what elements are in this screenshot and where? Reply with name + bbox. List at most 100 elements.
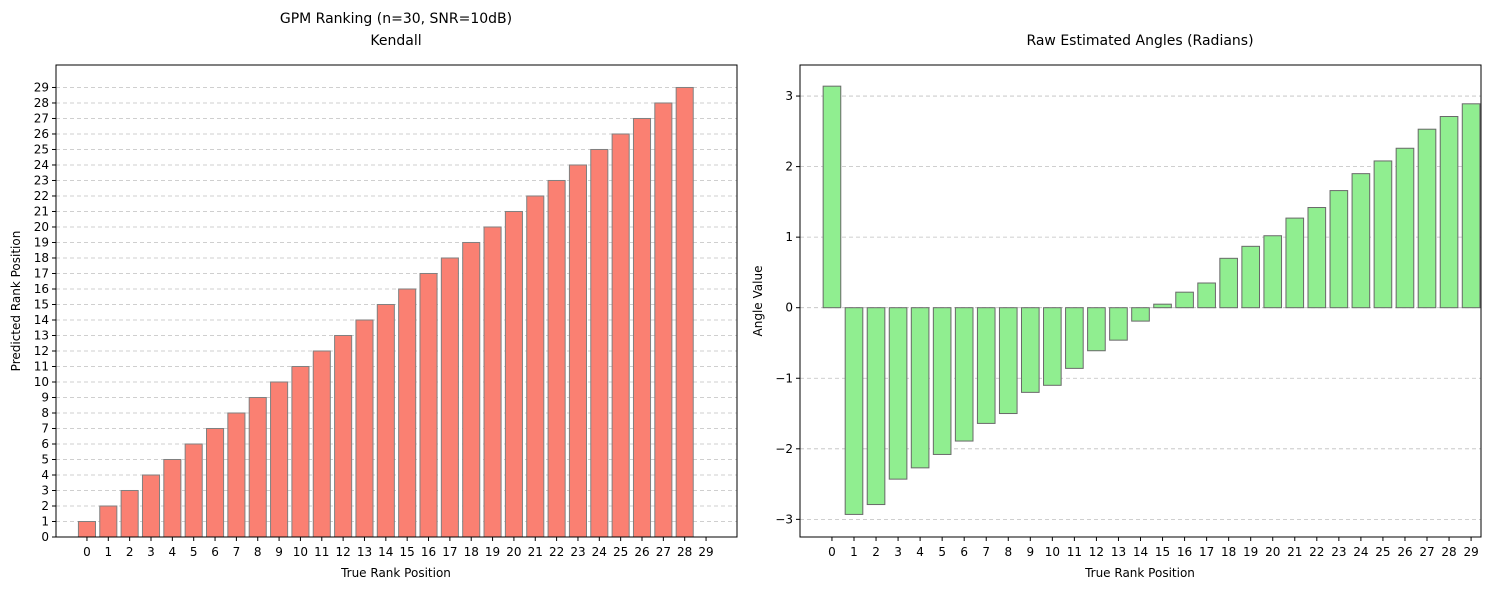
x-tick-label: 26	[634, 545, 649, 559]
x-tick-label: 2	[126, 545, 134, 559]
y-tick-label: 11	[34, 359, 49, 373]
bar	[866, 307, 886, 506]
bar	[976, 307, 996, 424]
bar	[954, 307, 974, 442]
bar	[1020, 307, 1040, 393]
bar	[270, 381, 289, 538]
x-tick-label: 6	[960, 545, 968, 559]
x-ticks: 0 1 2 3 4 5 6 7 8 9 10 11 12 13 14 15 16 17 18 19 20 21 22 23 24…	[828, 537, 1479, 559]
y-tick-label: 23	[34, 173, 49, 187]
x-tick-label: 0	[828, 545, 836, 559]
y-axis-label: Angle Value	[751, 266, 765, 337]
x-tick-label: 17	[1199, 545, 1214, 559]
y-tick-label: 5	[41, 452, 49, 466]
x-tick-label: 23	[570, 545, 585, 559]
y-tick-label: 24	[34, 158, 49, 172]
x-tick-label: 8	[1004, 545, 1012, 559]
y-tick-label: 28	[34, 96, 49, 110]
x-tick-label: 18	[464, 545, 479, 559]
y-tick-label: 29	[34, 80, 49, 94]
bar	[654, 102, 673, 538]
y-tick-label: 25	[34, 142, 49, 156]
bar	[398, 288, 417, 538]
y-tick-label: 20	[34, 220, 49, 234]
bar	[1043, 307, 1062, 386]
y-tick-label: 15	[34, 297, 49, 311]
x-tick-label: 28	[677, 545, 692, 559]
bar	[206, 427, 225, 538]
bar	[440, 257, 459, 538]
bar	[462, 241, 481, 538]
y-axis-label: Predicted Rank Position	[9, 231, 23, 372]
x-tick-label: 22	[1309, 545, 1324, 559]
bar	[120, 489, 139, 538]
bar	[504, 210, 523, 538]
y-tick-label: 8	[41, 406, 49, 420]
bar	[1417, 128, 1437, 309]
x-tick-label: 20	[506, 545, 521, 559]
x-tick-label: 19	[1243, 545, 1258, 559]
x-tick-label: 21	[1287, 545, 1302, 559]
y-tick-label: 17	[34, 266, 49, 280]
y-tick-label: −2	[775, 442, 793, 456]
x-tick-label: 25	[1375, 545, 1390, 559]
chart-subtitle: Kendall	[370, 33, 421, 49]
x-tick-label: 18	[1221, 545, 1236, 559]
bar	[1307, 207, 1327, 309]
x-tick-label: 16	[1177, 545, 1192, 559]
bar	[1263, 235, 1283, 309]
x-tick-label: 8	[254, 545, 262, 559]
x-tick-label: 7	[233, 545, 241, 559]
bar	[1197, 282, 1216, 309]
x-tick-label: 24	[592, 545, 607, 559]
x-tick-label: 9	[1026, 545, 1034, 559]
x-tick-label: 29	[1463, 545, 1478, 559]
bar	[1109, 307, 1128, 341]
x-tick-label: 6	[211, 545, 219, 559]
x-tick-label: 16	[421, 545, 436, 559]
y-ticks: −3 −2 −1 0 1 2 3	[775, 89, 800, 526]
x-axis-label: True Rank Position	[340, 566, 451, 580]
y-tick-label: −3	[775, 512, 793, 526]
bar	[141, 474, 161, 538]
y-tick-label: 16	[34, 282, 49, 296]
x-axis-label: True Rank Position	[1084, 566, 1195, 580]
y-tick-label: 2	[785, 160, 793, 174]
bar	[998, 307, 1018, 415]
axes-frame	[55, 64, 738, 538]
bar	[932, 307, 952, 455]
y-tick-label: 18	[34, 251, 49, 265]
y-tick-label: 13	[34, 328, 49, 342]
y-tick-label: 3	[41, 483, 49, 497]
y-tick-label: −1	[775, 371, 793, 385]
bar	[355, 319, 374, 538]
x-tick-label: 21	[528, 545, 543, 559]
x-tick-label: 20	[1265, 545, 1280, 559]
bar	[227, 412, 246, 538]
bar	[675, 86, 694, 538]
x-tick-label: 19	[485, 545, 500, 559]
bars	[822, 85, 1481, 515]
y-tick-label: 4	[41, 468, 49, 482]
x-tick-label: 3	[147, 545, 155, 559]
bar	[312, 350, 331, 538]
y-tick-label: 26	[34, 127, 49, 141]
bar	[547, 179, 566, 538]
x-tick-label: 10	[293, 545, 308, 559]
x-tick-label: 2	[872, 545, 880, 559]
y-tick-label: 27	[34, 111, 49, 125]
y-tick-label: 22	[34, 189, 49, 203]
bar	[844, 307, 864, 515]
bar	[1241, 245, 1261, 309]
x-tick-label: 10	[1045, 545, 1060, 559]
bar	[1395, 147, 1415, 309]
x-tick-label: 26	[1397, 545, 1412, 559]
x-tick-label: 12	[335, 545, 350, 559]
x-tick-label: 11	[1067, 545, 1082, 559]
y-ticks: 0123456789101112131415161718192021222324…	[34, 80, 56, 544]
x-tick-label: 3	[894, 545, 902, 559]
bar	[1087, 307, 1106, 352]
bar	[1439, 116, 1459, 309]
bar	[822, 85, 842, 309]
